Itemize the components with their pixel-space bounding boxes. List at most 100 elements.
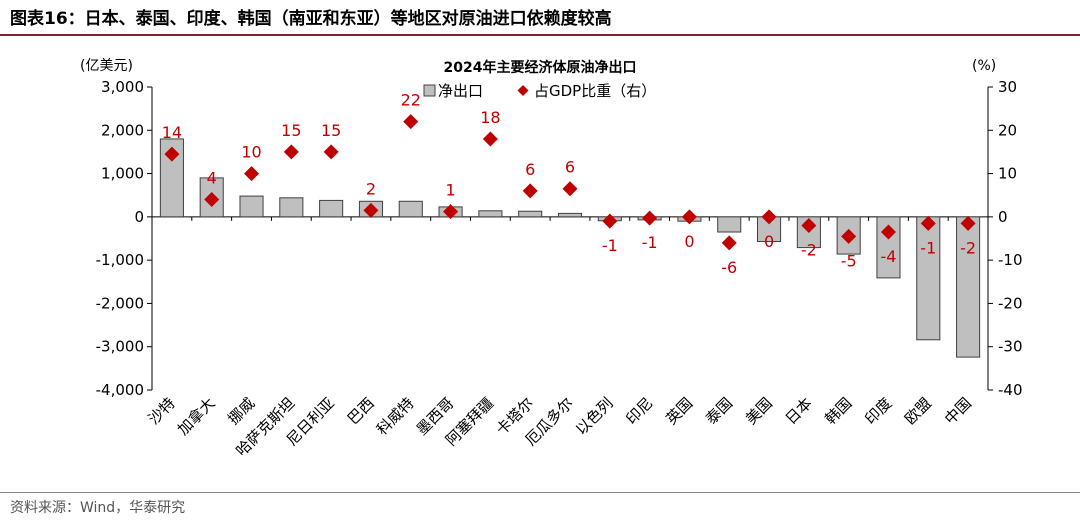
left-tick-label: 0 xyxy=(134,208,144,226)
bar xyxy=(518,210,543,218)
gdp-share-marker xyxy=(522,183,538,199)
point-label: 4 xyxy=(207,169,217,188)
legend: 净出口 占GDP比重（右） xyxy=(423,82,656,100)
gdp-share-marker xyxy=(482,131,498,147)
bar xyxy=(478,210,503,218)
left-tick-label: -4,000 xyxy=(96,381,144,399)
category-label: 以色列 xyxy=(572,394,617,439)
point-label: 6 xyxy=(565,158,575,177)
point-label: -5 xyxy=(841,251,857,270)
right-tick-label: 20 xyxy=(998,121,1017,139)
category-label: 挪威 xyxy=(224,394,258,428)
point-label: -1 xyxy=(602,236,618,255)
bar xyxy=(319,199,344,218)
gdp-share-marker xyxy=(642,210,658,226)
figure-label: 图表16： xyxy=(10,9,85,29)
point-label: 15 xyxy=(321,121,341,140)
chart-title: 2024年主要经济体原油净出口 xyxy=(444,59,637,76)
category-label: 中国 xyxy=(941,394,975,428)
source-note: 资料来源：Wind，华泰研究 xyxy=(10,500,186,516)
point-label: 14 xyxy=(162,123,182,142)
category-label: 印度 xyxy=(861,394,895,428)
figure-header: 图表16：日本、泰国、印度、韩国（南亚和东亚）等地区对原油进口依赖度较高 xyxy=(10,4,612,29)
point-label: 15 xyxy=(281,121,301,140)
bar xyxy=(557,212,583,218)
right-tick-label: -10 xyxy=(998,251,1023,269)
bar xyxy=(398,200,423,218)
category-label: 美国 xyxy=(742,394,776,428)
point-label: 2 xyxy=(366,179,376,198)
figure-heading: 日本、泰国、印度、韩国（南亚和东亚）等地区对原油进口依赖度较高 xyxy=(84,9,612,29)
category-label: 日本 xyxy=(782,394,816,428)
right-tick-label: -20 xyxy=(998,294,1023,312)
left-axis-unit: (亿美元) xyxy=(80,58,133,74)
point-label: 0 xyxy=(684,232,694,251)
gdp-share-marker xyxy=(244,166,260,182)
point-label: -2 xyxy=(960,238,976,257)
gdp-share-marker xyxy=(761,209,777,225)
point-label: 18 xyxy=(480,108,500,127)
gdp-share-marker xyxy=(562,181,578,197)
bar xyxy=(239,195,264,218)
legend-marker-swatch xyxy=(517,85,529,96)
gdp-share-marker xyxy=(721,235,737,251)
left-tick-label: -3,000 xyxy=(96,338,144,356)
point-label: -1 xyxy=(920,238,936,257)
bar xyxy=(279,197,304,218)
source-rule xyxy=(0,492,1080,493)
right-axis-unit: (%) xyxy=(972,58,996,74)
point-label: -1 xyxy=(642,233,658,252)
bar-series xyxy=(159,138,981,358)
left-tick-label: 2,000 xyxy=(101,121,144,139)
gdp-share-marker xyxy=(920,215,936,231)
point-label: -4 xyxy=(880,247,896,266)
category-label: 巴西 xyxy=(344,394,378,428)
left-tick-label: -2,000 xyxy=(96,294,144,312)
marker-series xyxy=(164,114,976,251)
point-label: -6 xyxy=(721,258,737,277)
right-tick-label: -40 xyxy=(998,381,1023,399)
gdp-share-marker xyxy=(681,209,697,225)
header-rule xyxy=(0,34,1080,36)
category-label: 韩国 xyxy=(822,394,856,428)
legend-bar-label: 净出口 xyxy=(438,82,483,100)
legend-marker-label: 占GDP比重（右） xyxy=(534,82,656,100)
right-tick-label: -30 xyxy=(998,338,1023,356)
legend-bar-swatch xyxy=(423,84,436,97)
left-tick-label: 1,000 xyxy=(101,165,144,183)
bar xyxy=(159,138,184,218)
point-label: 22 xyxy=(401,91,421,110)
gdp-share-marker xyxy=(841,228,857,244)
gdp-share-marker xyxy=(363,202,379,218)
category-label: 欧盟 xyxy=(901,394,935,428)
category-label: 加拿大 xyxy=(174,394,219,439)
gdp-share-marker xyxy=(602,213,618,229)
point-label: 6 xyxy=(525,160,535,179)
right-tick-label: 30 xyxy=(998,78,1017,96)
category-label: 泰国 xyxy=(702,394,736,428)
axes: 3,000 2,000 1,000 0 -1,000 -2,000 -3,000 -4,000… xyxy=(96,78,1023,399)
gdp-share-marker xyxy=(164,146,180,162)
gdp-share-marker xyxy=(283,144,299,160)
left-tick-label: -1,000 xyxy=(96,251,144,269)
category-label: 沙特 xyxy=(145,394,179,428)
gdp-share-marker xyxy=(403,114,419,130)
point-label: 1 xyxy=(445,181,455,200)
right-tick-label: 10 xyxy=(998,165,1017,183)
gdp-share-marker xyxy=(443,204,459,220)
category-label: 英国 xyxy=(662,394,696,428)
category-label: 印尼 xyxy=(622,394,656,428)
gdp-share-marker xyxy=(323,144,339,160)
gdp-share-marker xyxy=(880,224,896,240)
right-tick-label: 0 xyxy=(998,208,1008,226)
point-label: 10 xyxy=(241,143,261,162)
point-label: -2 xyxy=(801,241,817,260)
point-label: 0 xyxy=(764,232,774,251)
left-tick-label: 3,000 xyxy=(101,78,144,96)
gdp-share-marker xyxy=(801,218,817,234)
bar xyxy=(717,216,742,233)
bar xyxy=(916,216,941,341)
gdp-share-marker xyxy=(960,215,976,231)
